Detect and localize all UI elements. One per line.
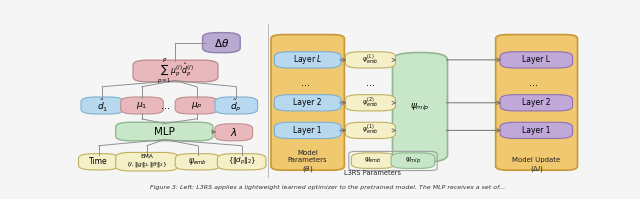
FancyBboxPatch shape xyxy=(275,122,341,139)
FancyBboxPatch shape xyxy=(500,95,573,111)
FancyBboxPatch shape xyxy=(346,95,396,111)
FancyBboxPatch shape xyxy=(351,153,395,168)
FancyBboxPatch shape xyxy=(271,35,344,170)
FancyBboxPatch shape xyxy=(215,124,253,141)
Text: Layer L: Layer L xyxy=(522,55,550,64)
Text: $\psi_{mlp}$: $\psi_{mlp}$ xyxy=(404,155,421,166)
FancyBboxPatch shape xyxy=(500,122,573,139)
Text: Layer 2: Layer 2 xyxy=(522,98,550,107)
Text: $\psi_{emb}^{(L)}$: $\psi_{emb}^{(L)}$ xyxy=(362,53,379,67)
Text: ...: ... xyxy=(529,78,538,88)
Text: ...: ... xyxy=(365,78,374,88)
Text: $\{\|d_p\|_2\}$: $\{\|d_p\|_2\}$ xyxy=(228,156,256,168)
Text: Time: Time xyxy=(90,157,108,166)
Text: ...: ... xyxy=(161,101,170,111)
Text: EMA
$\{I,\|g\|_2,\|\theta\|_2\}$: EMA $\{I,\|g\|_2,\|\theta\|_2\}$ xyxy=(126,154,168,169)
FancyBboxPatch shape xyxy=(500,52,573,68)
FancyBboxPatch shape xyxy=(346,122,396,139)
FancyBboxPatch shape xyxy=(121,97,163,114)
Text: $\mu_1$: $\mu_1$ xyxy=(136,100,148,111)
FancyBboxPatch shape xyxy=(215,97,257,114)
FancyBboxPatch shape xyxy=(495,35,577,170)
FancyBboxPatch shape xyxy=(275,95,341,111)
Text: Model Update
$(\Delta l)$: Model Update $(\Delta l)$ xyxy=(512,157,561,174)
Text: $\lambda$: $\lambda$ xyxy=(230,126,237,138)
FancyBboxPatch shape xyxy=(175,154,220,170)
Text: Layer 1: Layer 1 xyxy=(522,126,550,135)
Text: $\hat{d}_P$: $\hat{d}_P$ xyxy=(230,98,242,114)
Text: MLP: MLP xyxy=(154,127,175,137)
Text: L3RS Parameters: L3RS Parameters xyxy=(344,170,401,176)
FancyBboxPatch shape xyxy=(391,153,435,168)
Text: $\psi_{emb}$: $\psi_{emb}$ xyxy=(364,156,382,165)
Text: $\psi_{emb}^{(2)}$: $\psi_{emb}^{(2)}$ xyxy=(362,96,379,110)
Text: $\psi_{emb}$: $\psi_{emb}$ xyxy=(188,156,207,167)
Text: $\hat{d}_1$: $\hat{d}_1$ xyxy=(97,98,108,114)
Text: $\psi_{mlp}$: $\psi_{mlp}$ xyxy=(410,102,430,113)
FancyBboxPatch shape xyxy=(133,60,218,82)
Text: Layer $L$: Layer $L$ xyxy=(293,53,323,66)
FancyBboxPatch shape xyxy=(218,154,266,170)
Text: Layer 2: Layer 2 xyxy=(293,98,322,107)
FancyBboxPatch shape xyxy=(81,97,124,114)
FancyBboxPatch shape xyxy=(346,52,396,68)
FancyBboxPatch shape xyxy=(79,154,118,170)
Text: $\Delta\theta$: $\Delta\theta$ xyxy=(214,37,229,49)
Text: ...: ... xyxy=(301,78,310,88)
Text: Model
Parameters
$(\theta)$: Model Parameters $(\theta)$ xyxy=(288,150,328,174)
FancyBboxPatch shape xyxy=(175,97,218,114)
FancyBboxPatch shape xyxy=(202,33,240,53)
Text: $\sum_{p=1}^{P}\mu_p^{(l)}\hat{d}_p^{(l)}$: $\sum_{p=1}^{P}\mu_p^{(l)}\hat{d}_p^{(l)… xyxy=(157,56,194,86)
Text: $\mu_P$: $\mu_P$ xyxy=(191,100,202,111)
FancyBboxPatch shape xyxy=(116,152,178,171)
Text: Layer 1: Layer 1 xyxy=(293,126,322,135)
Text: $\psi_{emb}^{(1)}$: $\psi_{emb}^{(1)}$ xyxy=(362,123,379,138)
FancyBboxPatch shape xyxy=(392,53,447,162)
FancyBboxPatch shape xyxy=(116,122,213,141)
Text: Figure 3: Left: L3RS applies a lightweight learned optimizer to the pretrained m: Figure 3: Left: L3RS applies a lightweig… xyxy=(150,185,506,190)
FancyBboxPatch shape xyxy=(275,52,341,68)
